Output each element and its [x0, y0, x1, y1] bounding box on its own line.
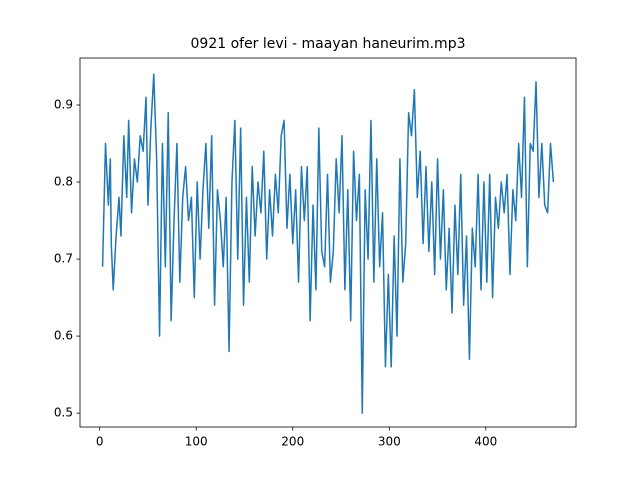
y-tick-label: 0.5: [54, 406, 73, 420]
x-tick-label: 400: [474, 435, 497, 449]
x-tick-label: 0: [96, 435, 104, 449]
y-tick-label: 0.9: [54, 97, 73, 111]
data-line: [101, 73, 555, 414]
chart-title: 0921 ofer levi - maayan haneurim.mp3: [191, 36, 466, 52]
y-tick-label: 0.6: [54, 329, 73, 343]
y-tick-label: 0.7: [54, 252, 73, 266]
x-tick-label: 300: [378, 435, 401, 449]
y-tick-label: 0.8: [54, 175, 73, 189]
x-tick-label: 100: [185, 435, 208, 449]
x-tick-label: 200: [281, 435, 304, 449]
plot-frame: [79, 57, 577, 428]
